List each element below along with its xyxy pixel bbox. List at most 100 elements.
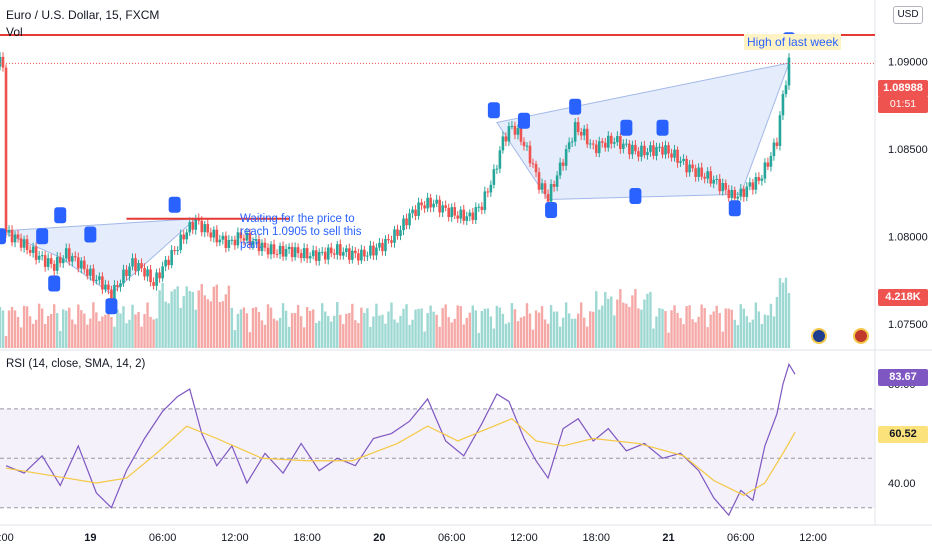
pattern-point-marker[interactable] <box>517 112 530 129</box>
candle-body <box>546 194 550 202</box>
candle-body <box>778 115 782 146</box>
volume-bar <box>607 298 610 348</box>
pattern-point-marker[interactable] <box>656 119 669 136</box>
candle-body <box>25 239 29 250</box>
candle-body <box>76 257 80 269</box>
last-price-tag: 1.08988 <box>878 80 928 97</box>
volume-bar <box>260 320 264 348</box>
candle-body <box>326 247 330 260</box>
rsi-label: RSI (14, close, SMA, 14, 2) <box>6 358 146 370</box>
candle-body <box>661 146 664 155</box>
candle-body <box>378 242 381 248</box>
volume-bar <box>718 313 721 348</box>
volume-bar <box>691 319 694 348</box>
candle-body <box>341 252 345 256</box>
candle-body <box>170 250 173 266</box>
volume-bar <box>212 286 216 348</box>
candle-body <box>329 247 333 254</box>
candle-body <box>55 256 59 271</box>
pattern-point-marker[interactable] <box>629 188 642 204</box>
volume-bar <box>251 307 255 348</box>
high-of-last-week-label[interactable]: High of last week <box>744 34 842 50</box>
pattern-point-marker[interactable] <box>728 200 741 217</box>
harmonic-pattern-2[interactable] <box>496 62 790 201</box>
candle-body <box>498 150 502 169</box>
pattern-point-marker[interactable] <box>54 207 67 224</box>
volume-bar <box>369 326 372 348</box>
pattern-point-marker[interactable] <box>84 226 97 243</box>
candle-body <box>89 268 92 276</box>
candle-body <box>227 240 231 248</box>
volume-bar <box>167 303 170 348</box>
candle-body <box>706 171 709 179</box>
us-flag-icon[interactable] <box>853 328 869 344</box>
candle-body <box>128 266 131 277</box>
pattern-point-marker[interactable] <box>0 228 6 245</box>
harmonic-pattern-1[interactable] <box>0 218 198 295</box>
candle-body <box>393 229 396 243</box>
pattern-point-marker[interactable] <box>36 228 49 245</box>
volume-bar <box>248 332 252 348</box>
pattern-point-marker[interactable] <box>620 119 633 136</box>
candle-body <box>152 282 155 286</box>
volume-bar <box>525 303 529 348</box>
candle-body <box>73 256 77 258</box>
candle-body <box>616 136 619 143</box>
candle-body <box>745 186 749 197</box>
candle-body <box>299 253 303 259</box>
candle-body <box>7 229 11 233</box>
volume-bar <box>296 304 300 348</box>
volume-bar <box>531 329 535 348</box>
volume-bar <box>622 302 625 348</box>
currency-button[interactable]: USD <box>893 6 923 24</box>
candle-body <box>784 85 788 95</box>
volume-bar <box>188 290 191 348</box>
volume-bar <box>266 304 270 348</box>
candle-body <box>585 128 589 145</box>
candle-body <box>64 248 68 259</box>
candle-body <box>251 240 255 246</box>
candle-body <box>390 240 393 243</box>
candle-body <box>613 142 616 144</box>
candle-body <box>293 247 297 258</box>
volume-bar <box>546 323 550 348</box>
volume-bar <box>40 308 44 348</box>
volume-bar <box>200 284 203 348</box>
candle-body <box>182 234 185 240</box>
volume-bar <box>501 313 505 348</box>
eu-flag-icon[interactable] <box>811 328 827 344</box>
pattern-point-marker[interactable] <box>168 196 181 213</box>
volume-bar <box>363 312 366 348</box>
candle-body <box>28 249 32 253</box>
pattern-point-marker[interactable] <box>569 98 582 115</box>
candle-body <box>703 176 706 179</box>
volume-bar <box>92 302 95 348</box>
volume-bar <box>516 321 520 348</box>
volume-bar <box>13 310 17 348</box>
candle-body <box>314 250 318 261</box>
pattern-point-marker[interactable] <box>545 202 558 218</box>
volume-bar <box>552 311 556 348</box>
candle-body <box>119 283 122 287</box>
pattern-point-marker[interactable] <box>487 102 500 119</box>
candle-body <box>4 67 8 233</box>
volume-bar <box>218 301 222 348</box>
pattern-point-marker[interactable] <box>48 275 61 292</box>
volume-bar <box>245 313 249 348</box>
volume-bar <box>284 310 288 348</box>
volume-bar <box>474 310 477 348</box>
volume-bar <box>360 307 363 348</box>
volume-bar <box>745 316 749 348</box>
candle-body <box>534 164 538 173</box>
time-tick-label: 18:00 <box>0 532 14 544</box>
pattern-point-marker[interactable] <box>105 298 118 315</box>
candle-body <box>787 57 791 86</box>
trade-note[interactable]: Waiting for the price to reach 1.0905 to… <box>240 213 362 251</box>
volume-bar <box>766 315 770 348</box>
candle-body <box>622 143 625 149</box>
candle-body <box>483 191 487 210</box>
volume-bar <box>399 315 402 348</box>
volume-bar <box>543 319 547 348</box>
candle-body <box>525 145 529 147</box>
